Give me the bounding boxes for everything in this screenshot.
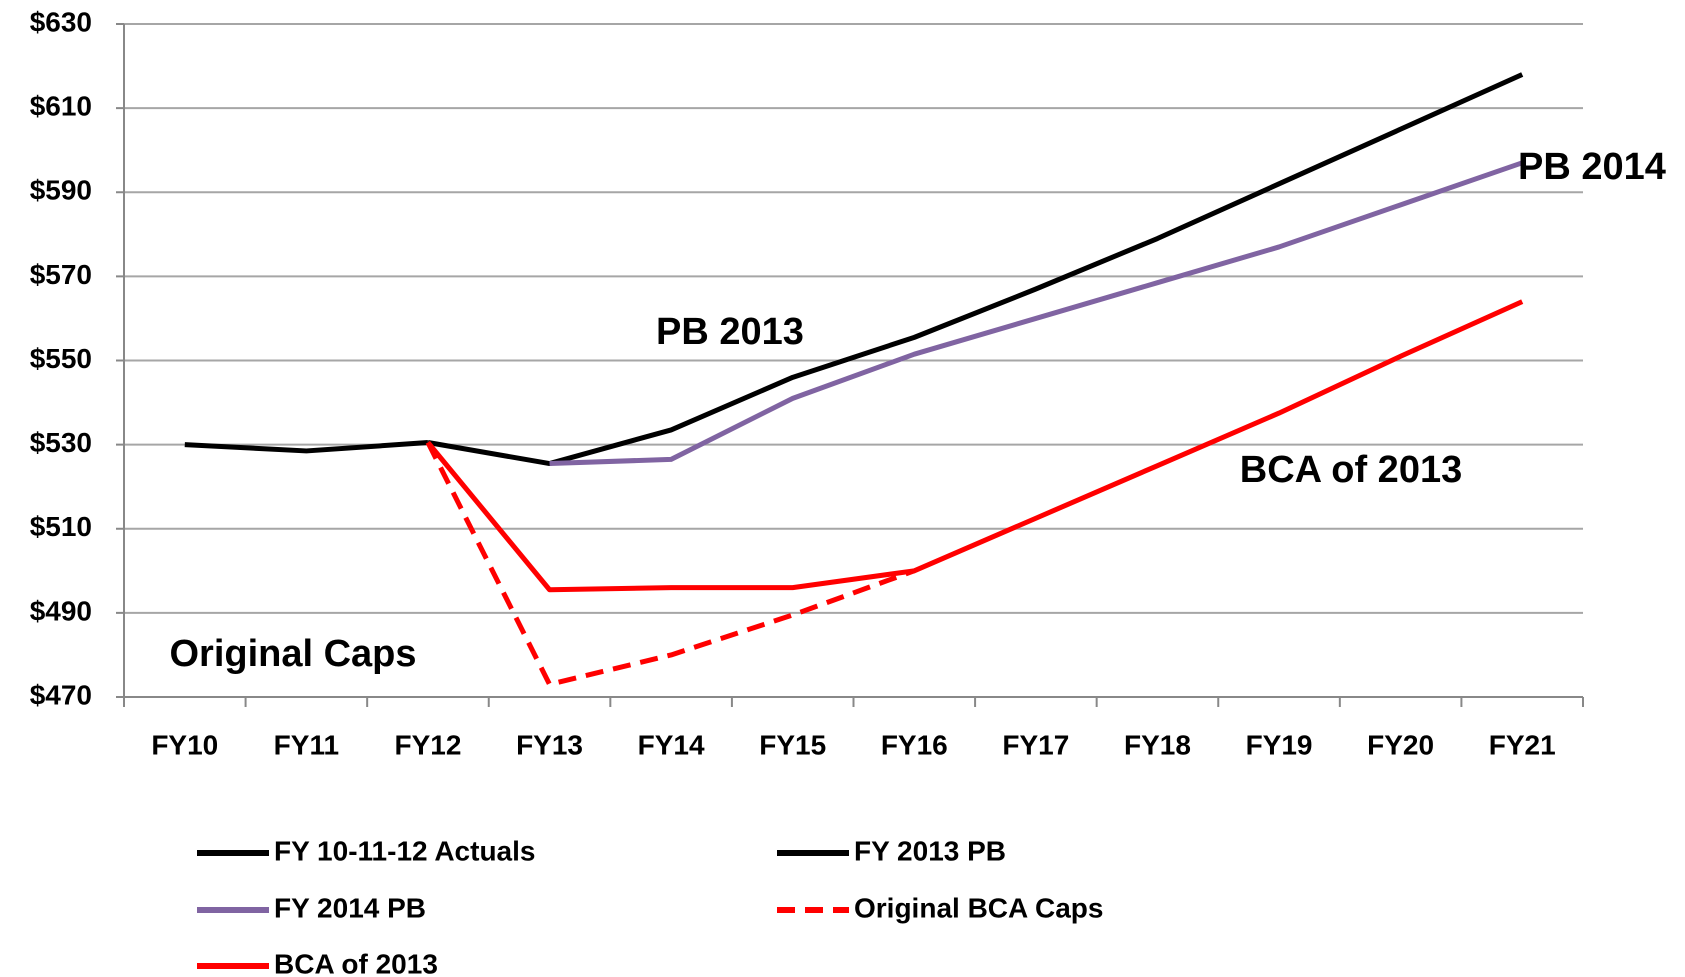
legend-label: FY 2013 PB — [854, 835, 1006, 866]
series-line — [184, 440, 429, 454]
y-tick-label: $550 — [30, 343, 92, 374]
x-tick-label: FY15 — [759, 729, 826, 760]
x-tick-label: FY19 — [1246, 729, 1313, 760]
x-tick-label: FY14 — [638, 729, 705, 760]
x-tick-label: FY21 — [1489, 729, 1556, 760]
series-line — [425, 441, 916, 687]
x-tick-label: FY18 — [1124, 729, 1191, 760]
y-tick-label: $590 — [30, 175, 92, 206]
annotation: PB 2013 — [656, 311, 804, 353]
legend-label: BCA of 2013 — [274, 948, 438, 977]
y-tick-label: $510 — [30, 511, 92, 542]
annotation: PB 2014 — [1518, 146, 1666, 188]
x-tick-label: FY20 — [1367, 729, 1434, 760]
series-line — [549, 160, 1524, 467]
series-line — [427, 72, 1524, 467]
y-tick-label: $630 — [30, 6, 92, 37]
y-tick-label: $570 — [30, 259, 92, 290]
legend-label: FY 2014 PB — [274, 892, 426, 923]
x-tick-label: FY10 — [151, 729, 218, 760]
x-tick-label: FY13 — [516, 729, 583, 760]
y-tick-label: $470 — [30, 679, 92, 710]
y-tick-label: $610 — [30, 91, 92, 122]
series-line — [426, 299, 1524, 593]
legend-label: Original BCA Caps — [854, 892, 1103, 923]
x-tick-label: FY12 — [394, 729, 461, 760]
x-tick-label: FY17 — [1002, 729, 1069, 760]
annotation: BCA of 2013 — [1240, 449, 1462, 491]
annotation: Original Caps — [169, 633, 416, 675]
legend-label: FY 10-11-12 Actuals — [274, 835, 535, 866]
y-tick-label: $490 — [30, 595, 92, 626]
x-tick-label: FY16 — [881, 729, 948, 760]
x-tick-label: FY11 — [274, 729, 339, 760]
y-tick-label: $530 — [30, 427, 92, 458]
